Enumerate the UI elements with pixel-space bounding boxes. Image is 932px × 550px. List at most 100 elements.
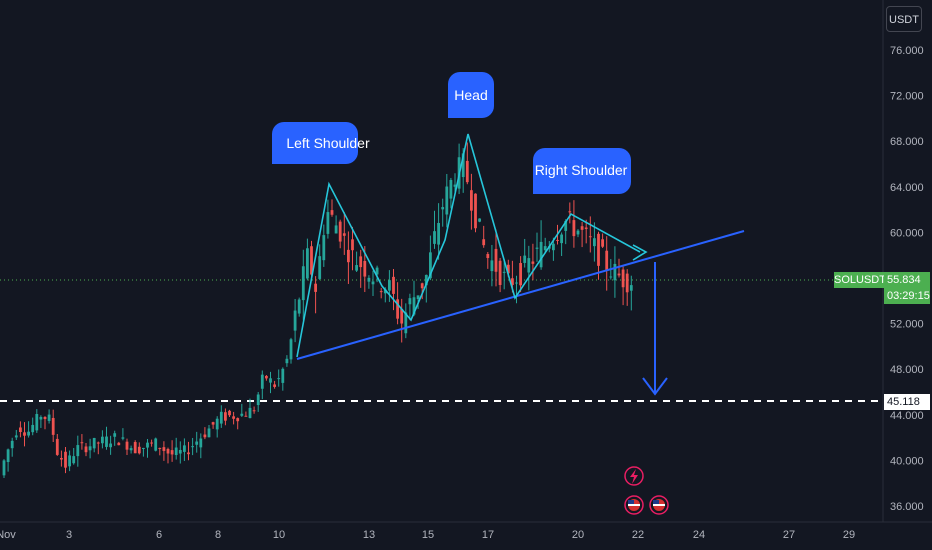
x-tick-label: 10 xyxy=(273,529,285,541)
candle-body xyxy=(572,220,576,237)
candle-body xyxy=(88,446,92,451)
candle-body xyxy=(269,378,272,383)
candle-body xyxy=(154,438,158,451)
candle-body xyxy=(76,445,80,457)
candle-body xyxy=(166,448,170,454)
candle-body xyxy=(490,260,494,272)
candle-body xyxy=(502,271,506,273)
candle-body xyxy=(187,452,190,455)
y-tick-label: 76.000 xyxy=(890,45,924,57)
candle-body xyxy=(219,411,223,424)
candle-body xyxy=(215,418,219,430)
candle-body xyxy=(478,218,481,222)
candle-body xyxy=(318,256,322,279)
us-flag-icon[interactable] xyxy=(624,495,644,515)
candle-body xyxy=(224,412,227,421)
candle-body xyxy=(31,424,35,433)
candle-body xyxy=(330,210,334,215)
x-tick-label: 8 xyxy=(215,529,221,541)
candle-body xyxy=(375,267,379,275)
last-price-tag: 55.834 xyxy=(884,272,930,288)
y-tick-label: 64.000 xyxy=(890,182,924,194)
candle-body xyxy=(371,281,375,285)
candle-body xyxy=(2,460,6,476)
candle-body xyxy=(92,437,96,449)
candle-body xyxy=(84,446,88,453)
x-tick-label: 24 xyxy=(693,529,705,541)
candle-body xyxy=(424,274,428,286)
candle-body xyxy=(14,435,18,438)
candle-body xyxy=(326,212,330,234)
candle-body xyxy=(461,153,465,178)
candle-body xyxy=(568,211,572,213)
x-tick-label: 3 xyxy=(66,529,72,541)
candle-body xyxy=(281,368,285,383)
candle-body xyxy=(609,276,613,278)
candle-body xyxy=(584,227,588,229)
target-arrow-head xyxy=(642,377,668,396)
currency-unit-button[interactable]: USDT xyxy=(886,6,922,32)
candle-body xyxy=(498,260,502,285)
candle-body xyxy=(55,438,59,455)
candle-body xyxy=(256,394,260,406)
candle-body xyxy=(10,440,14,449)
candle-body xyxy=(367,277,371,282)
candle-body xyxy=(416,295,420,300)
candle-body xyxy=(150,442,153,444)
candle-body xyxy=(158,447,162,449)
candle-body xyxy=(588,236,592,238)
candle-body xyxy=(453,184,457,187)
candle-body xyxy=(494,248,498,272)
candle-body xyxy=(580,226,584,230)
candle-body xyxy=(265,375,268,379)
candle-body xyxy=(306,248,309,279)
candle-body xyxy=(474,193,477,229)
candle-body xyxy=(68,455,71,467)
pattern-line xyxy=(296,133,641,358)
candle-body xyxy=(117,442,121,446)
pattern-arrow-head xyxy=(632,244,648,261)
y-tick-label: 60.000 xyxy=(890,227,924,239)
candle-body xyxy=(277,378,281,380)
candle-body xyxy=(539,241,543,268)
callout-head-text: Head xyxy=(454,87,487,103)
candle-body xyxy=(379,291,383,293)
candle-body xyxy=(347,249,350,263)
candle-body xyxy=(543,246,547,251)
us-flag-icon[interactable] xyxy=(649,495,669,515)
candle-body xyxy=(51,417,55,435)
candle-body xyxy=(527,258,531,273)
candle-body xyxy=(613,263,617,281)
callout-left-shoulder-text: Left Shoulder xyxy=(286,135,370,151)
candle-body xyxy=(47,414,51,421)
candle-body xyxy=(101,436,104,444)
candle-body xyxy=(433,231,436,244)
candle-body xyxy=(178,449,182,454)
x-tick-label: 13 xyxy=(363,529,375,541)
candle-body xyxy=(310,246,313,275)
candle-body xyxy=(523,255,527,263)
candle-body xyxy=(605,250,609,271)
candle-body xyxy=(64,451,67,468)
candle-body xyxy=(113,433,117,437)
candle-body xyxy=(400,308,404,324)
candle-body xyxy=(285,358,289,364)
candle-body xyxy=(19,427,22,432)
candle-body xyxy=(334,225,338,234)
candle-body xyxy=(482,239,486,246)
callout-right-shoulder-text: Right Shoulder xyxy=(535,162,628,178)
callout-right-shoulder: Right Shoulder xyxy=(533,148,631,194)
lightning-icon[interactable] xyxy=(624,466,644,486)
candle-body xyxy=(486,254,490,259)
candles xyxy=(2,142,633,479)
candle-body xyxy=(404,312,408,334)
countdown-tag: 03:29:15 xyxy=(884,288,930,304)
candle-body xyxy=(531,261,535,264)
candle-body xyxy=(191,446,194,448)
candle-body xyxy=(515,282,518,284)
candle-body xyxy=(133,442,137,454)
candle-body xyxy=(560,234,563,244)
candle-body xyxy=(437,222,440,245)
candle-body xyxy=(195,441,199,445)
candle-body xyxy=(388,280,391,291)
